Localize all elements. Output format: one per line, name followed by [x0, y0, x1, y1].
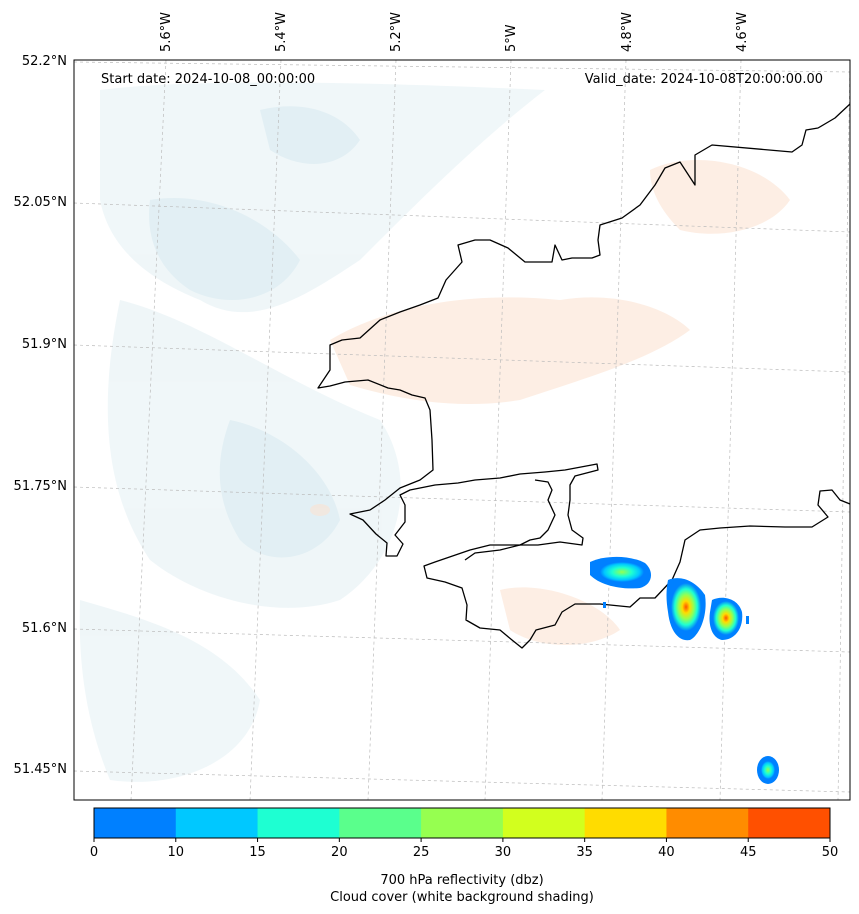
start-date-label: Start date: 2024-10-08_00:00:00: [101, 72, 315, 87]
lon-label-4-6w: 4.6°W: [735, 12, 750, 52]
colorbar-segment-2: [257, 808, 340, 838]
colorbar-tick-label: 45: [740, 845, 757, 860]
warm-shading: [310, 160, 790, 645]
colorbar-frame: [93, 807, 831, 839]
echo-cell-3-core: [713, 601, 739, 635]
colorbar-tick-label: 20: [331, 845, 348, 860]
lat-label-51-6n: 51.6°N: [22, 621, 67, 636]
colorbar-tick-label: 10: [168, 845, 185, 860]
colorbar-segment-0: [94, 808, 177, 838]
lon-label-4-8w: 4.8°W: [620, 12, 635, 52]
lat-label-52-05n: 52.05°N: [14, 195, 67, 210]
lon-label-5-2w: 5.2°W: [389, 12, 404, 52]
colorbar-segment-8: [748, 808, 831, 838]
lon-label-5-4w: 5.4°W: [274, 12, 289, 52]
colorbar-tick-label: 0: [90, 845, 98, 860]
colorbar: 0 10 15 20 25 30 35 40 45 50 700 hPa reflectivity…: [90, 807, 838, 905]
valid-date-label: Valid_date: 2024-10-08T20:00:00.00: [585, 72, 823, 87]
colorbar-segment-4: [421, 808, 504, 838]
coastline: [317, 103, 850, 649]
colorbar-segments: [94, 808, 831, 838]
lon-label-5w: 5°W: [504, 24, 519, 52]
colorbar-tick-label: 15: [249, 845, 266, 860]
colorbar-segment-7: [666, 808, 749, 838]
echo-fragment: [746, 616, 749, 624]
colorbar-tick-label: 30: [495, 845, 512, 860]
map-content: [74, 60, 850, 800]
lat-label-52-2n: 52.2°N: [22, 54, 67, 69]
colorbar-ticks: 0 10 15 20 25 30 35 40 45 50: [90, 838, 838, 860]
echo-cell-1-core: [600, 562, 644, 582]
echo-cell-2-core: [671, 583, 701, 631]
colorbar-tick-label: 40: [658, 845, 675, 860]
colorbar-tick-label: 35: [576, 845, 593, 860]
lon-label-5-6w: 5.6°W: [159, 12, 174, 52]
map-frame: [73, 59, 851, 801]
colorbar-segment-3: [339, 808, 422, 838]
colorbar-segment-1: [175, 808, 259, 838]
colorbar-tick-label: 50: [822, 845, 839, 860]
lat-label-51-75n: 51.75°N: [14, 479, 67, 494]
echo-cell-4-core: [761, 761, 775, 779]
colorbar-label-line2: Cloud cover (white background shading): [330, 890, 594, 905]
echo-fragment-2: [603, 602, 606, 608]
cloud-cover-shading-inner: [149, 106, 360, 558]
colorbar-label-line1: 700 hPa reflectivity (dbz): [380, 873, 543, 888]
colorbar-segment-5: [502, 808, 586, 838]
lat-label-51-9n: 51.9°N: [22, 337, 67, 352]
reflectivity-echoes: [590, 556, 779, 784]
lat-label-51-45n: 51.45°N: [14, 762, 67, 777]
colorbar-tick-label: 25: [413, 845, 430, 860]
colorbar-segment-6: [584, 808, 667, 838]
